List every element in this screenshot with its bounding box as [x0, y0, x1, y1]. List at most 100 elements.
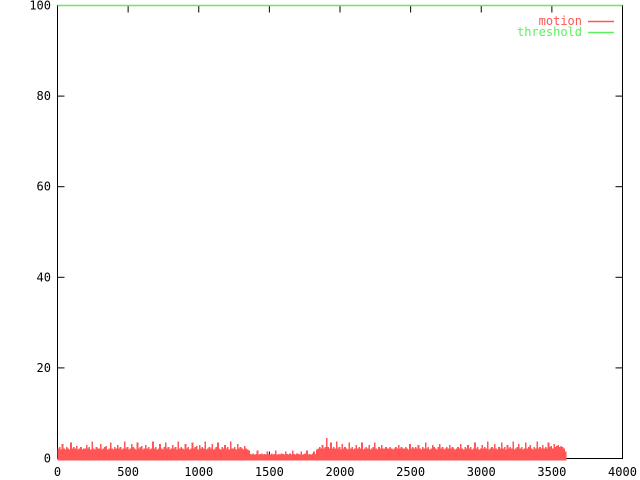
motion-data-column: [356, 448, 359, 461]
motion-data-column: [430, 448, 433, 461]
motion-data-column: [502, 448, 505, 461]
motion-data-column: [475, 448, 478, 461]
motion-data-column: [277, 453, 280, 461]
motion-data-column: [256, 450, 259, 461]
motion-data-column: [426, 448, 428, 461]
motion-data-column: [376, 449, 379, 461]
motion-data-column: [210, 448, 212, 461]
motion-data-column: [258, 454, 260, 461]
motion-data-column: [373, 442, 376, 461]
motion-data-column: [450, 448, 452, 461]
motion-data-column: [520, 447, 523, 461]
motion-data-column: [407, 449, 410, 461]
motion-data-column: [393, 448, 396, 461]
motion-data-column: [400, 447, 403, 461]
motion-data-column: [300, 451, 303, 461]
motion-data-column: [178, 448, 181, 461]
motion-data-column: [386, 448, 389, 461]
y-tick-label: 0: [44, 452, 51, 466]
motion-data-column: [417, 444, 420, 461]
motion-data-column: [128, 449, 130, 461]
motion-data-column: [142, 449, 144, 461]
motion-data-column: [125, 448, 127, 461]
motion-data-column: [537, 448, 540, 461]
motion-data-column: [540, 448, 543, 461]
motion-data-column: [159, 444, 161, 461]
motion-data-column: [212, 449, 215, 461]
motion-data-column: [549, 447, 551, 461]
motion-data-column: [364, 448, 366, 461]
motion-data-column: [551, 448, 554, 461]
motion-data-column: [390, 448, 393, 461]
motion-data-column: [464, 447, 466, 461]
motion-data-column: [351, 447, 353, 461]
motion-data-column: [140, 445, 143, 461]
motion-data-column: [94, 449, 96, 461]
motion-data-column: [194, 447, 197, 461]
motion-data-column: [290, 454, 293, 461]
x-tick-label: 500: [117, 465, 139, 479]
motion-data-column: [227, 447, 229, 461]
motion-data-column: [208, 447, 211, 461]
motion-data-column: [191, 442, 194, 461]
motion-data-column: [379, 448, 382, 461]
x-tick-label: 1000: [184, 465, 213, 479]
motion-data-column: [279, 454, 281, 461]
motion-data-column: [200, 448, 202, 461]
motion-data-column: [190, 448, 192, 461]
motion-data-column: [472, 448, 475, 461]
motion-data-column: [92, 448, 95, 461]
motion-data-column: [550, 445, 553, 461]
motion-data-column: [383, 448, 386, 461]
motion-data-column: [126, 447, 129, 461]
motion-data-column: [345, 448, 348, 461]
motion-data-column: [232, 448, 235, 461]
motion-data-column: [458, 448, 461, 461]
motion-data-column: [239, 447, 242, 461]
motion-data-column: [402, 448, 404, 461]
motion-data-column: [382, 448, 385, 461]
motion-data-column: [320, 448, 322, 461]
motion-data-column: [543, 448, 546, 461]
motion-data-column: [454, 449, 457, 461]
motion-data-column: [88, 447, 91, 461]
motion-data-column: [104, 447, 106, 461]
motion-data-column: [361, 442, 363, 461]
motion-data-column: [58, 447, 61, 461]
motion-data-column: [57, 448, 60, 461]
motion-data-column: [421, 447, 424, 461]
motion-data-column: [275, 450, 277, 461]
motion-data-column: [157, 448, 160, 461]
motion-data-column: [97, 448, 99, 461]
motion-data-column: [546, 448, 548, 461]
motion-data-column: [522, 449, 524, 461]
motion-data-column: [410, 448, 413, 461]
motion-data-column: [508, 448, 510, 461]
motion-data-column: [249, 453, 252, 461]
motion-data-column: [154, 447, 157, 461]
motion-data-column: [317, 448, 320, 461]
motion-data-column: [471, 449, 474, 461]
motion-data-column: [156, 449, 159, 461]
motion-data-column: [214, 448, 216, 461]
motion-data-column: [349, 448, 352, 461]
motion-data-column: [477, 447, 479, 461]
motion-data-column: [335, 441, 338, 461]
motion-data-column: [355, 444, 358, 461]
motion-data-column: [106, 449, 109, 461]
motion-data-column: [135, 449, 137, 461]
motion-data-column: [372, 447, 375, 461]
motion-data-column: [153, 448, 156, 461]
motion-data-column: [195, 445, 198, 461]
motion-data-column: [197, 449, 199, 461]
legend-label-threshold: threshold: [517, 25, 582, 39]
motion-data-column: [554, 447, 557, 461]
motion-data-column: [428, 449, 431, 461]
motion-data-column: [325, 438, 328, 461]
motion-data-column: [330, 442, 332, 461]
motion-data-column: [160, 448, 163, 461]
motion-data-column: [419, 448, 421, 461]
motion-data-column: [461, 448, 464, 461]
motion-data-column: [205, 449, 208, 461]
